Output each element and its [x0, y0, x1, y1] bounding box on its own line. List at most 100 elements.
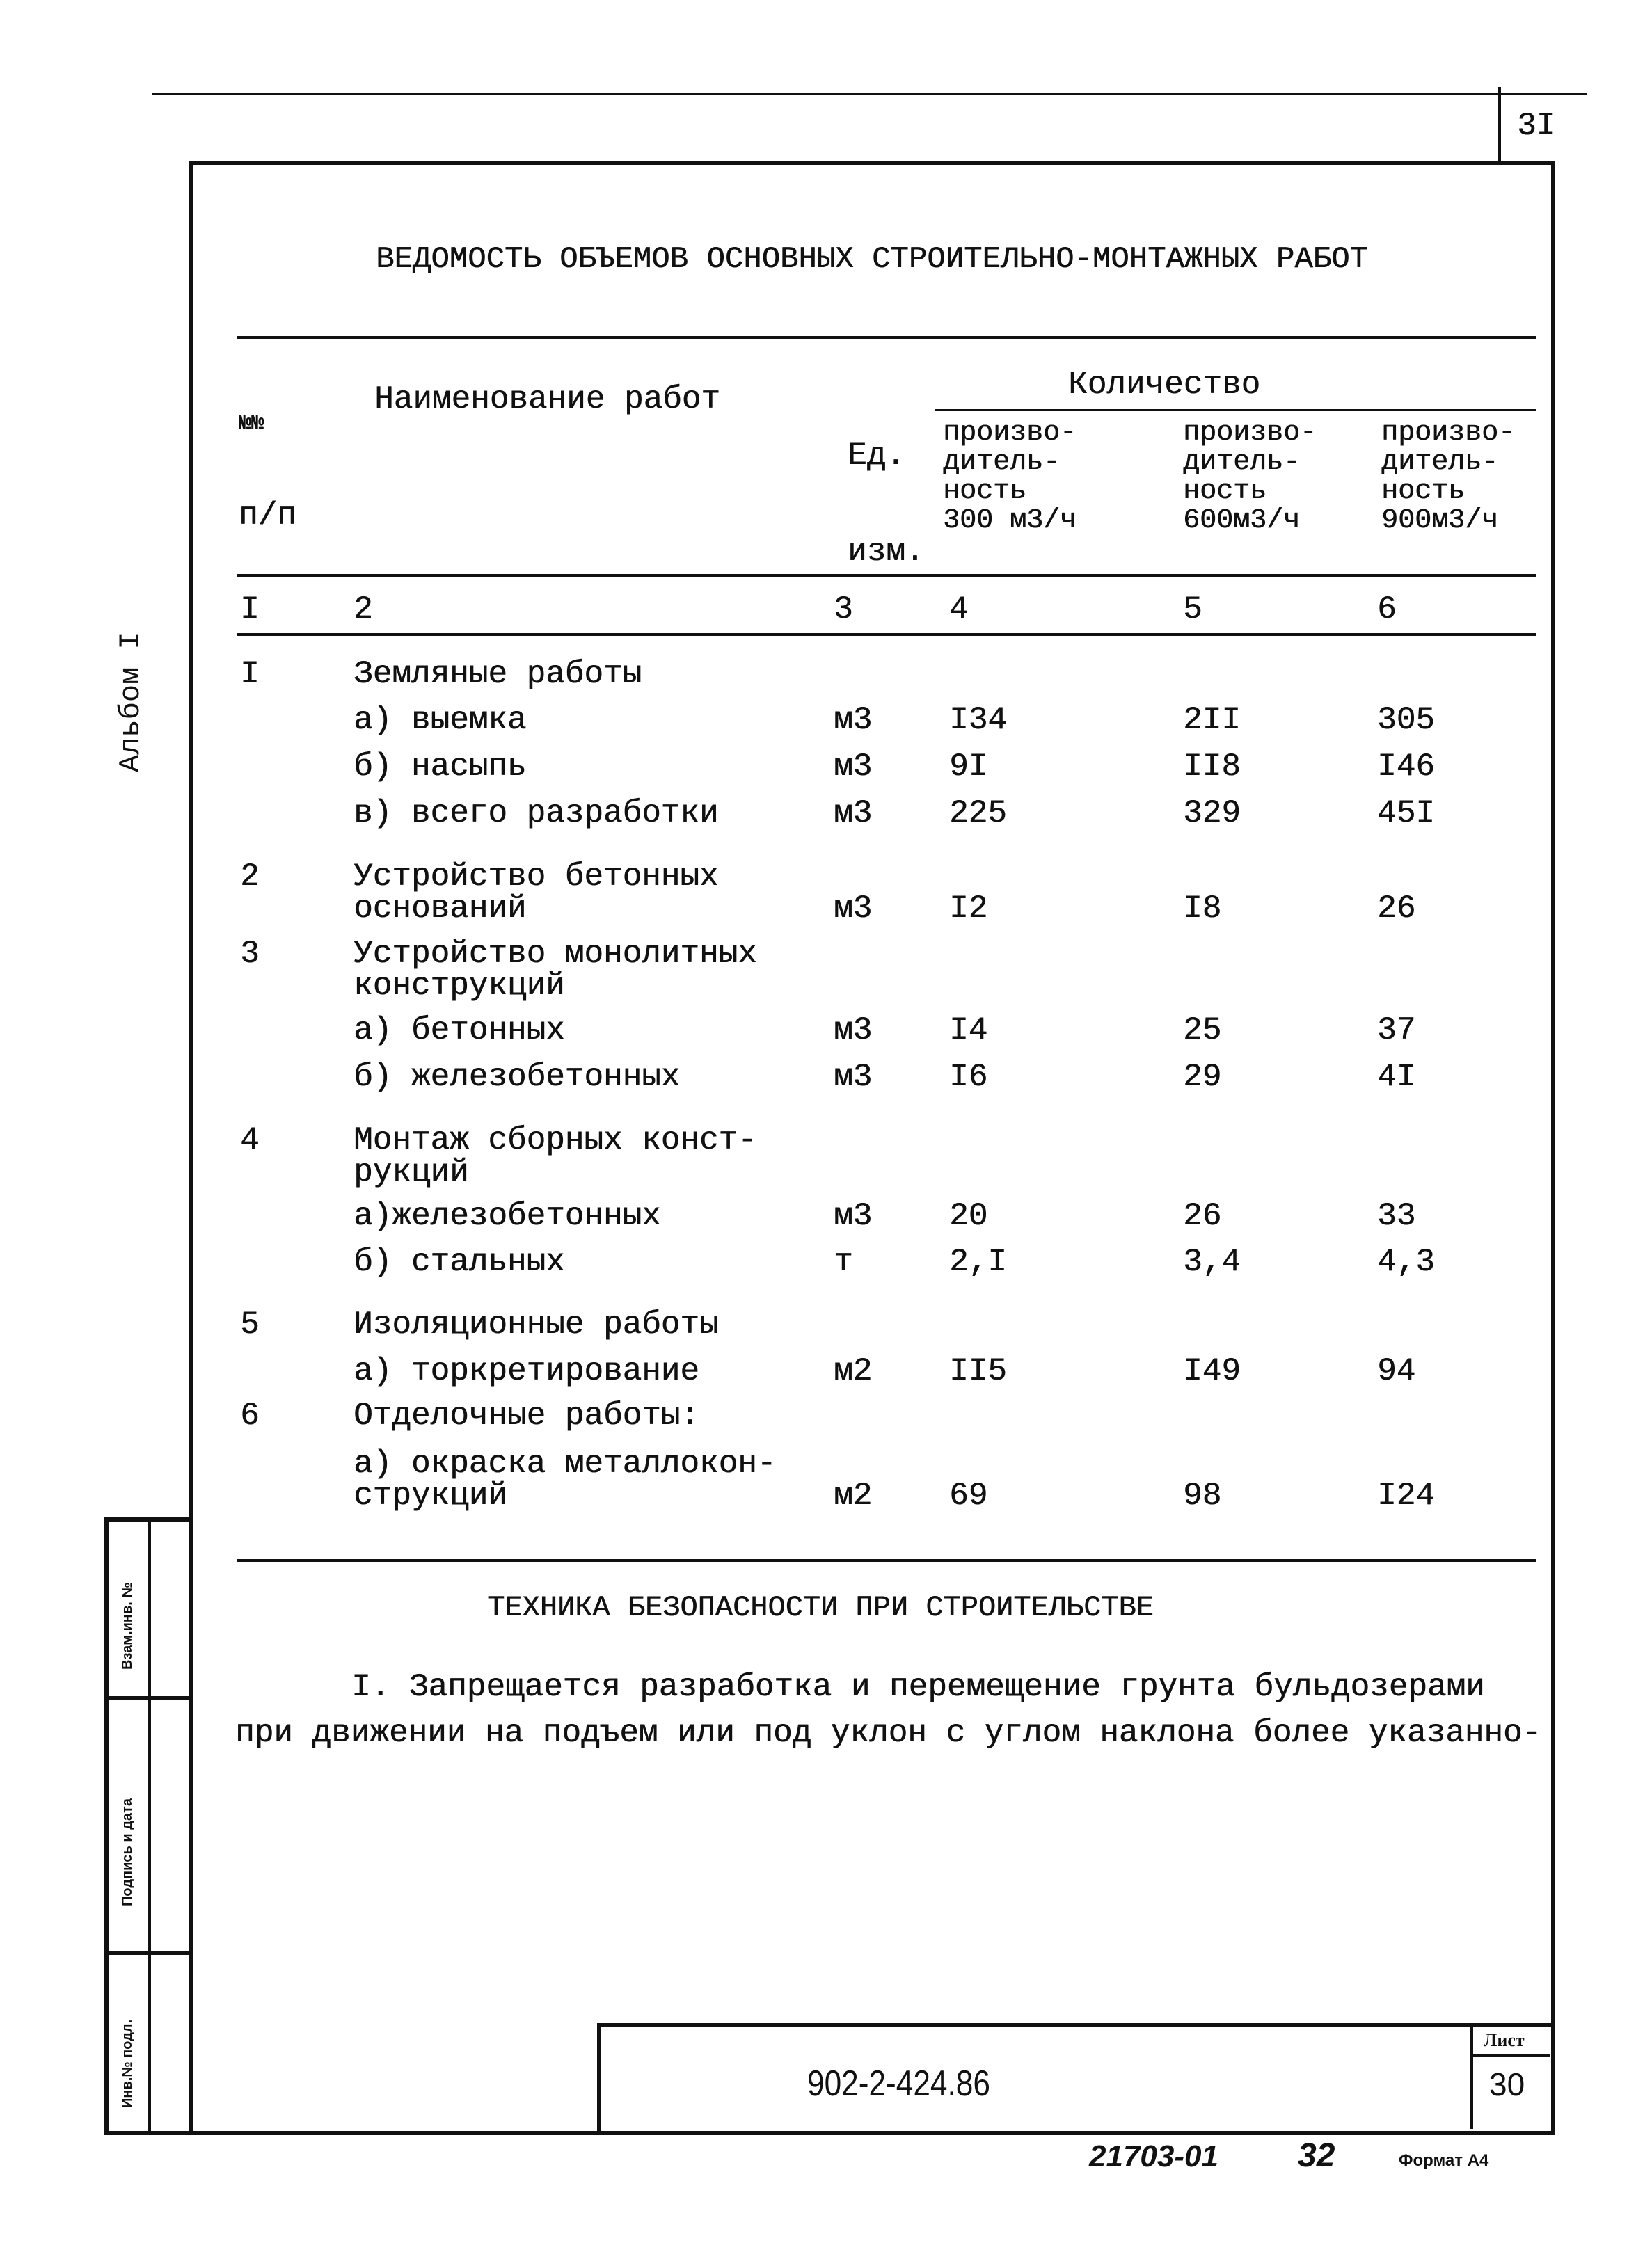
column-number: 3 — [834, 591, 853, 628]
row-value-col5: 25 — [1183, 1012, 1222, 1048]
paragraph-line-1: I. Запрещается разработка и перемещение … — [351, 1669, 1485, 1705]
paragraph-line-2: при движении на подъем или под уклон с у… — [235, 1715, 1542, 1751]
row-value-col4: 2,I — [949, 1244, 1007, 1280]
row-number: 4 — [240, 1122, 260, 1158]
column-numbers-rule — [237, 633, 1536, 636]
column-number: 6 — [1377, 591, 1397, 628]
row-value-col4: 9I — [949, 749, 988, 785]
row-name: б) насыпь — [354, 749, 527, 785]
row-unit: м3 — [834, 749, 873, 785]
page-number: 3I — [1517, 108, 1556, 144]
header-capacity-line: 900м3/ч — [1381, 505, 1499, 536]
row-name: а)железобетонных — [354, 1198, 661, 1234]
row-name: струкций — [354, 1478, 507, 1514]
top-rule — [152, 93, 1587, 95]
row-name: рукций — [354, 1154, 469, 1190]
row-name: б) железобетонных — [354, 1059, 681, 1095]
sheet-cell-border — [1470, 2025, 1473, 2129]
sheet-number: 30 — [1489, 2066, 1525, 2102]
row-number: 2 — [240, 859, 260, 895]
row-value-col4: I4 — [949, 1012, 988, 1048]
header-capacity-line: дитель- — [1183, 447, 1301, 478]
row-value-col6: 305 — [1377, 702, 1435, 738]
header-capacity-line: 600м3/ч — [1183, 505, 1301, 536]
row-value-col5: 329 — [1183, 795, 1241, 831]
row-name: а) окраска металлокон- — [354, 1446, 777, 1482]
row-unit: м3 — [834, 1012, 873, 1048]
quantity-rule — [935, 409, 1536, 411]
row-value-col4: I6 — [949, 1059, 988, 1095]
header-capacity-line: дитель- — [1381, 447, 1499, 478]
row-name: Монтаж сборных конст- — [354, 1122, 757, 1158]
column-number: 2 — [354, 591, 373, 628]
column-number: I — [240, 591, 260, 628]
row-value-col6: 45I — [1377, 795, 1435, 831]
row-name: оснований — [354, 891, 527, 927]
header-capacity-line: дитель- — [943, 447, 1061, 478]
header-capacity-line: ность — [1381, 476, 1466, 507]
row-name: конструкций — [354, 968, 565, 1004]
table-top-rule — [237, 336, 1536, 339]
side-stamp-row-1 — [104, 1696, 191, 1700]
header-name: Наименование работ — [374, 381, 720, 417]
row-value-col5: I49 — [1183, 1353, 1241, 1389]
row-name: а) бетонных — [354, 1012, 565, 1048]
row-value-col4: 69 — [949, 1478, 988, 1514]
header-num: №№ п/п — [239, 348, 296, 564]
row-number: 6 — [240, 1398, 260, 1434]
row-value-col4: 225 — [949, 795, 1007, 831]
row-number: 5 — [240, 1307, 260, 1343]
row-name: а) выемка — [354, 702, 527, 738]
row-name: Отделочные работы: — [354, 1398, 699, 1434]
copy-number: 32 — [1298, 2137, 1335, 2174]
side-stamp-row-2 — [104, 1951, 191, 1955]
row-unit: т — [834, 1244, 853, 1280]
row-value-col6: 33 — [1377, 1198, 1416, 1234]
header-quantity: Количество — [1068, 367, 1261, 403]
row-name: Земляные работы — [354, 656, 642, 692]
row-unit: м2 — [834, 1353, 873, 1389]
header-num-line1: №№ — [239, 412, 264, 436]
side-stamp-divider — [148, 1517, 151, 2131]
row-name: в) всего разработки — [354, 795, 719, 831]
sheet-cell-divider — [1470, 2054, 1550, 2057]
row-value-col5: 98 — [1183, 1478, 1222, 1514]
row-value-col6: 4,3 — [1377, 1244, 1435, 1280]
order-number: 21703-01 — [1089, 2139, 1218, 2173]
drawing-frame — [189, 161, 1555, 2135]
header-unit-line2: изм. — [848, 534, 925, 570]
format-label: Формат А4 — [1399, 2151, 1489, 2170]
row-value-col4: II5 — [949, 1353, 1007, 1389]
row-name: а) торкретирование — [354, 1353, 699, 1389]
row-name: Устройство бетонных — [354, 859, 719, 895]
row-value-col6: I24 — [1377, 1478, 1435, 1514]
page-number-box-border — [1498, 87, 1501, 162]
table-bottom-rule — [237, 1559, 1536, 1562]
album-label: Альбом I — [114, 632, 148, 772]
document-title: ВЕДОМОСТЬ ОБЪЕМОВ ОСНОВНЫХ СТРОИТЕЛЬНО-М… — [376, 242, 1368, 277]
header-capacity-line: произво- — [1183, 417, 1317, 449]
row-name: б) стальных — [354, 1244, 565, 1280]
row-name: Устройство монолитных — [354, 936, 757, 972]
row-value-col5: II8 — [1183, 749, 1241, 785]
row-value-col5: 29 — [1183, 1059, 1222, 1095]
column-number: 5 — [1183, 591, 1202, 628]
header-capacity-2: произво-дитель-ность 600м3/ч — [1183, 419, 1317, 536]
side-stamp-label-replacement: Взам.инв. № — [120, 1582, 135, 1670]
row-value-col5: 2II — [1183, 702, 1241, 738]
row-value-col5: 3,4 — [1183, 1244, 1241, 1280]
header-capacity-line: 300 м3/ч — [943, 505, 1077, 536]
row-value-col6: 26 — [1377, 891, 1416, 927]
row-unit: м3 — [834, 702, 873, 738]
header-capacity-1: произво-дитель-ность 300 м3/ч — [943, 419, 1077, 536]
column-number: 4 — [949, 591, 969, 628]
row-value-col4: I2 — [949, 891, 988, 927]
row-value-col6: 4I — [1377, 1059, 1416, 1095]
row-value-col4: I34 — [949, 702, 1007, 738]
header-unit-line1: Ед. — [848, 438, 905, 474]
sheet-label: Лист — [1484, 2030, 1525, 2050]
side-stamp-label-signature: Подпись и дата — [120, 1798, 135, 1906]
row-unit: м3 — [834, 1198, 873, 1234]
header-capacity-line: ность — [943, 476, 1027, 507]
row-value-col4: 20 — [949, 1198, 988, 1234]
